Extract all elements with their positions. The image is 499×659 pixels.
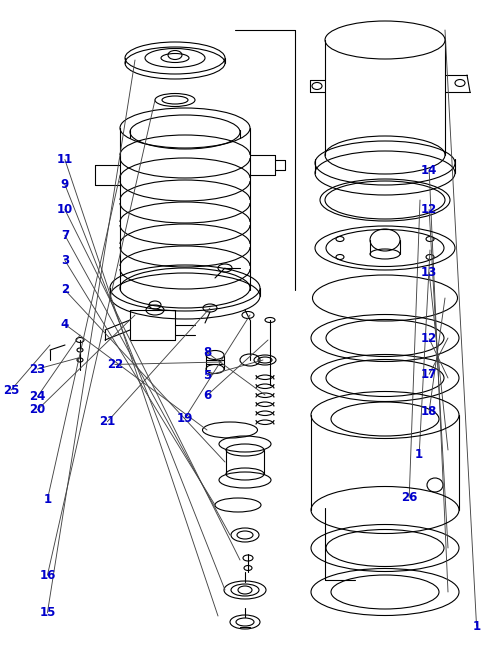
Text: 16: 16: [39, 569, 55, 582]
Text: 14: 14: [421, 163, 437, 177]
Text: 3: 3: [61, 254, 69, 267]
Text: 21: 21: [99, 415, 115, 428]
Text: 1: 1: [43, 493, 51, 506]
Text: 1: 1: [473, 619, 481, 633]
Text: 24: 24: [29, 390, 45, 403]
Text: 10: 10: [57, 203, 73, 216]
Text: 19: 19: [177, 412, 193, 425]
Text: 23: 23: [29, 362, 45, 376]
Text: 11: 11: [57, 153, 73, 166]
Text: 22: 22: [107, 358, 123, 371]
Text: 4: 4: [61, 318, 69, 331]
Text: 12: 12: [421, 332, 437, 345]
Text: 9: 9: [61, 178, 69, 191]
Text: 17: 17: [421, 368, 437, 381]
Text: 13: 13: [421, 266, 437, 279]
Text: 5: 5: [203, 369, 211, 382]
Text: 18: 18: [421, 405, 437, 418]
Text: 6: 6: [203, 389, 211, 402]
Text: 8: 8: [203, 346, 211, 359]
Text: 20: 20: [29, 403, 45, 416]
Text: 7: 7: [61, 229, 69, 242]
Text: 15: 15: [39, 606, 55, 619]
Text: 1: 1: [415, 448, 423, 461]
Text: 25: 25: [3, 384, 19, 397]
Text: 26: 26: [401, 491, 417, 504]
Text: 2: 2: [61, 283, 69, 297]
Text: 12: 12: [421, 203, 437, 216]
